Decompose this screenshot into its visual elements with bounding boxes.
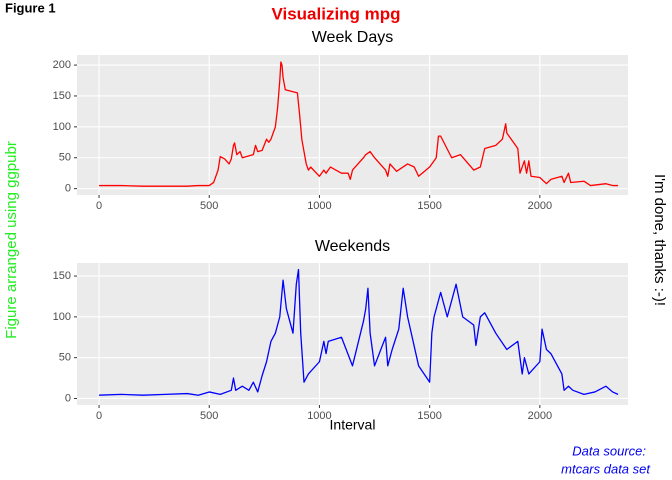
caption: Data source: [572, 443, 646, 458]
y-tick-label: 100 [53, 311, 71, 323]
panel-title: Weekends [315, 238, 390, 255]
x-tick-label: 500 [200, 200, 218, 212]
y-tick-label: 100 [53, 121, 71, 133]
y-tick-label: 200 [53, 59, 71, 71]
plot-background [77, 55, 628, 195]
y-tick-label: 0 [65, 183, 71, 195]
y-tick-label: 0 [65, 392, 71, 404]
figure-label: Figure 1 [5, 0, 56, 15]
x-tick-label: 2000 [528, 410, 552, 422]
x-tick-label: 2000 [528, 200, 552, 212]
y-tick-label: 150 [53, 270, 71, 282]
x-tick-label: 500 [200, 410, 218, 422]
x-tick-label: 1500 [417, 200, 441, 212]
x-axis-label: Interval [330, 417, 376, 433]
data-line [99, 268, 619, 396]
panel-title: Week Days [312, 29, 394, 46]
x-tick-label: 1500 [417, 410, 441, 422]
caption: mtcars data set [561, 461, 651, 476]
data-line [99, 61, 619, 187]
left-label: Figure arranged using ggpubr [3, 141, 20, 339]
x-tick-label: 0 [96, 200, 102, 212]
y-tick-label: 150 [53, 90, 71, 102]
x-tick-label: 1000 [307, 200, 331, 212]
y-tick-label: 50 [59, 352, 71, 364]
plot-background [77, 263, 628, 405]
figure-title: Visualizing mpg [271, 4, 400, 23]
x-tick-label: 1000 [307, 410, 331, 422]
y-tick-label: 50 [59, 152, 71, 164]
right-label: I'm done, thanks :-)! [651, 174, 668, 306]
x-tick-label: 0 [96, 410, 102, 422]
